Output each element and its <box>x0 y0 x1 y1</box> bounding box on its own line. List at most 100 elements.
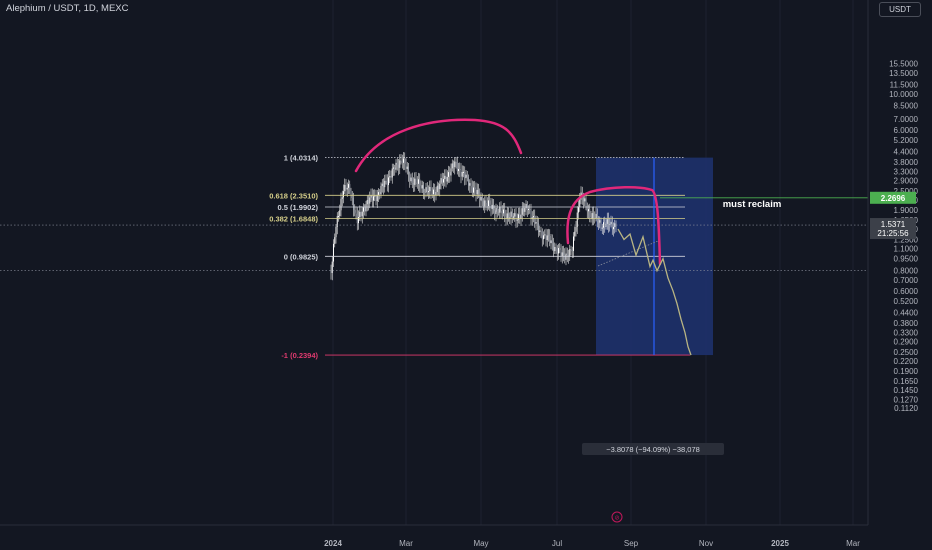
candle-body <box>514 213 516 217</box>
time-tick-label: Sep <box>624 539 639 548</box>
candle-body <box>373 196 374 201</box>
candle-body <box>351 195 353 198</box>
candle <box>570 245 572 256</box>
price-tick-label: 0.3300 <box>894 329 919 338</box>
candle-body <box>505 216 507 219</box>
candle <box>411 172 413 189</box>
candle-body <box>486 203 488 207</box>
arc-drawing-right[interactable] <box>566 186 662 266</box>
reclaim-badge-bg <box>870 191 916 204</box>
candle <box>468 174 469 191</box>
candle <box>484 196 486 214</box>
candle <box>550 233 552 250</box>
candle-body <box>393 167 394 169</box>
price-tick-label: 1.2500 <box>894 235 919 244</box>
candle-body <box>540 230 542 232</box>
candle <box>424 188 426 200</box>
candle <box>423 181 424 199</box>
measure-label: −3.8078 (−94.09%) −38,078 <box>582 443 724 455</box>
arc-drawing-left[interactable] <box>354 118 523 173</box>
candle-body <box>374 195 376 197</box>
candle <box>556 245 558 261</box>
time-replay-icon[interactable]: ⊘ <box>611 511 623 523</box>
candles-group <box>330 151 617 281</box>
candle-body <box>341 197 343 199</box>
candle <box>379 189 381 200</box>
candle <box>500 201 502 219</box>
candle <box>510 207 512 225</box>
candle-body <box>349 184 351 191</box>
candle-body <box>333 243 334 262</box>
candle-body <box>348 184 349 188</box>
fib-level-label: 0 (0.9825) <box>284 252 319 261</box>
candle-body <box>521 208 523 215</box>
candle-body <box>539 230 541 233</box>
candle <box>575 220 577 237</box>
candle <box>595 207 597 222</box>
candle <box>541 228 543 247</box>
candle-body <box>460 169 462 177</box>
fib-level-label: 1 (4.0314) <box>284 154 319 163</box>
price-tick-label: 0.2500 <box>894 348 919 357</box>
candle <box>395 159 397 173</box>
candle <box>600 217 602 232</box>
candle-body <box>395 162 397 170</box>
candle-body <box>354 210 356 213</box>
candle <box>368 194 369 211</box>
candle <box>493 198 494 214</box>
candle-body <box>488 200 489 207</box>
price-tick-label: 4.4000 <box>894 148 919 157</box>
candle-body <box>396 162 398 165</box>
candle-body <box>533 216 534 218</box>
time-tick-label: May <box>473 539 488 548</box>
candle <box>383 178 384 195</box>
price-tick-label: 0.1450 <box>894 386 919 395</box>
projection-path[interactable] <box>617 228 692 356</box>
candle <box>460 163 462 184</box>
candle <box>461 165 463 181</box>
candle-body <box>371 195 373 201</box>
candle <box>466 170 468 182</box>
candle-body <box>530 209 532 219</box>
candle <box>536 216 538 231</box>
candle <box>363 203 364 219</box>
candle <box>470 178 472 194</box>
candle-body <box>553 243 554 252</box>
candle-body <box>429 186 431 192</box>
candle-body <box>525 203 527 209</box>
candle <box>345 178 347 196</box>
time-tick-label: Jul <box>552 539 562 548</box>
candle-body <box>485 200 487 204</box>
candle-body <box>503 209 504 214</box>
currency-button[interactable]: USDT <box>879 2 921 17</box>
candle-body <box>493 204 494 211</box>
candle <box>584 194 586 207</box>
candle <box>604 216 606 233</box>
candle <box>469 179 471 193</box>
price-tick-label: 7.0000 <box>894 115 919 124</box>
candle-body <box>599 220 601 223</box>
candle <box>480 192 482 208</box>
candle <box>344 178 346 195</box>
candle <box>505 209 507 226</box>
candle-body <box>350 190 352 196</box>
candle-body <box>478 189 479 194</box>
trendline[interactable] <box>597 240 659 267</box>
candle <box>518 207 519 224</box>
price-tick-label: 0.8000 <box>894 267 919 276</box>
candle <box>433 183 434 201</box>
price-tick-label: 0.1650 <box>894 377 919 386</box>
reclaim-badge-text: 2.2696 <box>881 194 906 203</box>
candle <box>449 166 451 183</box>
candle-body <box>438 185 439 190</box>
candle-body <box>524 208 526 212</box>
current-price-text: 1.5371 <box>881 220 906 229</box>
candle-body <box>385 180 387 182</box>
candle <box>341 190 343 207</box>
candle <box>614 219 616 234</box>
candle-body <box>334 237 336 244</box>
candle <box>596 208 598 228</box>
